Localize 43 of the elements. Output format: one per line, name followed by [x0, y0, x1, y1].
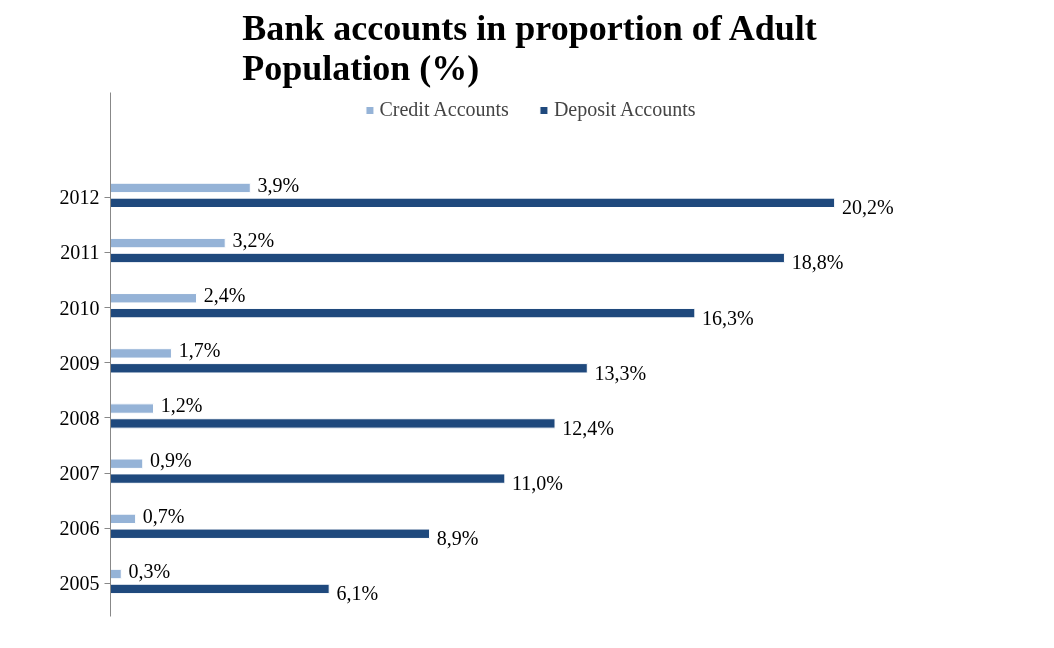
data-label: 11,0%: [512, 472, 563, 495]
legend-label: Credit Accounts: [379, 98, 509, 121]
y-tick-label: 2009: [59, 351, 100, 374]
y-tick-label: 2006: [59, 517, 100, 540]
bar: [110, 363, 588, 374]
bar: [110, 307, 696, 319]
data-label: 1,7%: [178, 339, 221, 362]
bar: [110, 237, 226, 249]
bar: [110, 252, 785, 264]
bar: [110, 458, 144, 469]
legend-label: Deposit Accounts: [553, 98, 696, 121]
bar: [110, 418, 556, 429]
data-label: 1,2%: [160, 394, 203, 417]
y-tick-label: 2007: [59, 462, 100, 485]
data-label: 8,9%: [436, 527, 479, 550]
bar: [110, 528, 431, 539]
data-label: 12,4%: [562, 416, 614, 439]
y-tick-label: 2012: [59, 186, 100, 209]
bar: [110, 293, 198, 304]
bar: [110, 513, 137, 525]
data-label: 18,8%: [791, 251, 844, 274]
bar: [110, 403, 155, 414]
y-tick-label: 2008: [59, 406, 100, 429]
data-label: 3,9%: [257, 173, 300, 196]
data-label: 0,7%: [142, 504, 185, 527]
data-label: 3,2%: [232, 228, 275, 251]
data-label: 0,9%: [150, 449, 192, 472]
bar: [110, 348, 172, 359]
bar: [110, 197, 836, 208]
bar: [110, 473, 506, 484]
bar: [110, 583, 330, 595]
y-tick-label: 2010: [59, 296, 100, 319]
data-label: 2,4%: [203, 283, 246, 306]
data-label: 0,3%: [128, 559, 171, 582]
chart-title: Bank accounts in proportion of Adult Population (%): [242, 7, 817, 88]
data-label: 16,3%: [702, 306, 754, 329]
data-label: 6,1%: [336, 582, 379, 605]
y-tick-label: 2011: [60, 241, 100, 264]
bar: [110, 182, 251, 194]
bar: [110, 568, 122, 580]
data-label: 20,2%: [841, 196, 894, 219]
data-label: 13,3%: [594, 361, 647, 384]
y-tick-label: 2005: [59, 572, 100, 595]
